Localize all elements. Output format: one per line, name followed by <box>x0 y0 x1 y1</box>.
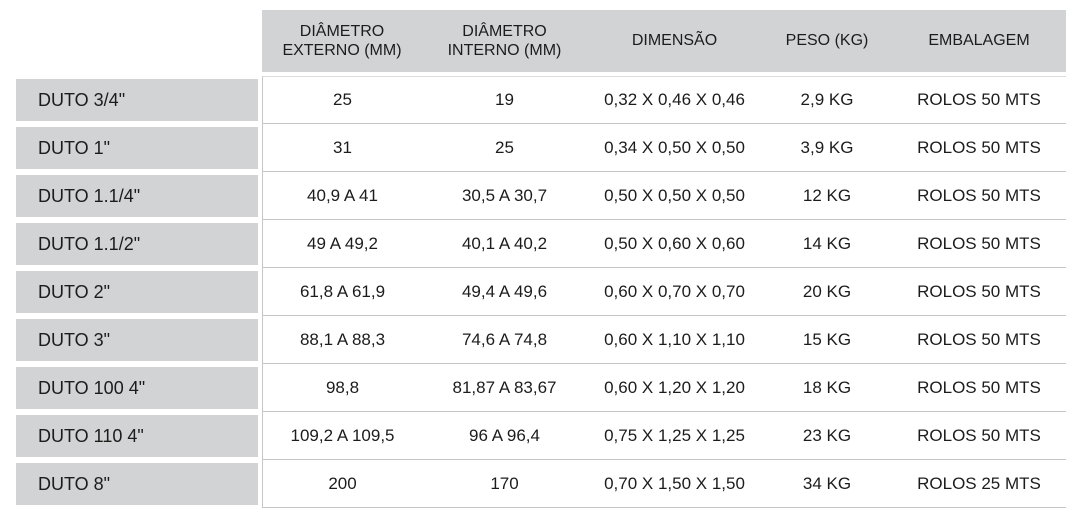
row-label-cell: DUTO 100 4" <box>16 364 258 412</box>
cell-peso: 18 KG <box>762 364 892 412</box>
cell-embalagem: ROLOS 50 MTS <box>892 412 1066 460</box>
cell-peso: 15 KG <box>762 316 892 364</box>
row-label-cell: DUTO 1" <box>16 124 258 172</box>
cell-embalagem: ROLOS 50 MTS <box>892 316 1066 364</box>
cell-diametro-externo: 40,9 A 41 <box>262 172 422 220</box>
table-row: DUTO 1" 31 25 0,34 X 0,50 X 0,50 3,9 KG … <box>16 124 1066 172</box>
cell-dimensao: 0,60 X 1,20 X 1,20 <box>587 364 762 412</box>
cell-peso: 12 KG <box>762 172 892 220</box>
cell-embalagem: ROLOS 50 MTS <box>892 76 1066 124</box>
cell-peso: 23 KG <box>762 412 892 460</box>
cell-embalagem: ROLOS 50 MTS <box>892 220 1066 268</box>
cell-peso: 3,9 KG <box>762 124 892 172</box>
row-label-cell: DUTO 8" <box>16 460 258 508</box>
cell-diametro-externo: 61,8 A 61,9 <box>262 268 422 316</box>
cell-diametro-interno: 49,4 A 49,6 <box>422 268 587 316</box>
cell-embalagem: ROLOS 25 MTS <box>892 460 1066 508</box>
cell-peso: 20 KG <box>762 268 892 316</box>
cell-diametro-interno: 40,1 A 40,2 <box>422 220 587 268</box>
table-row: DUTO 8" 200 170 0,70 X 1,50 X 1,50 34 KG… <box>16 460 1066 508</box>
cell-dimensao: 0,75 X 1,25 X 1,25 <box>587 412 762 460</box>
cell-dimensao: 0,70 X 1,50 X 1,50 <box>587 460 762 508</box>
cell-diametro-interno: 74,6 A 74,8 <box>422 316 587 364</box>
cell-dimensao: 0,60 X 0,70 X 0,70 <box>587 268 762 316</box>
cell-diametro-externo: 98,8 <box>262 364 422 412</box>
row-label-cell: DUTO 3/4" <box>16 76 258 124</box>
table-row: DUTO 110 4" 109,2 A 109,5 96 A 96,4 0,75… <box>16 412 1066 460</box>
cell-dimensao: 0,50 X 0,50 X 0,50 <box>587 172 762 220</box>
row-label-cell: DUTO 1.1/4" <box>16 172 258 220</box>
row-label-cell: DUTO 2" <box>16 268 258 316</box>
table-body: DUTO 3/4" 25 19 0,32 X 0,46 X 0,46 2,9 K… <box>16 76 1066 508</box>
cell-dimensao: 0,50 X 0,60 X 0,60 <box>587 220 762 268</box>
cell-diametro-interno: 81,87 A 83,67 <box>422 364 587 412</box>
table-row: DUTO 3" 88,1 A 88,3 74,6 A 74,8 0,60 X 1… <box>16 316 1066 364</box>
column-header-diametro-interno: DIÂMETRO INTERNO (MM) <box>447 22 562 59</box>
cell-diametro-externo: 25 <box>262 76 422 124</box>
table-row: DUTO 100 4" 98,8 81,87 A 83,67 0,60 X 1,… <box>16 364 1066 412</box>
cell-diametro-externo: 109,2 A 109,5 <box>262 412 422 460</box>
row-label-cell: DUTO 3" <box>16 316 258 364</box>
cell-embalagem: ROLOS 50 MTS <box>892 172 1066 220</box>
cell-diametro-interno: 170 <box>422 460 587 508</box>
cell-peso: 34 KG <box>762 460 892 508</box>
cell-embalagem: ROLOS 50 MTS <box>892 268 1066 316</box>
cell-diametro-externo: 31 <box>262 124 422 172</box>
column-header-diametro-externo: DIÂMETRO EXTERNO (MM) <box>282 22 402 59</box>
row-label-cell: DUTO 1.1/2" <box>16 220 258 268</box>
cell-diametro-externo: 49 A 49,2 <box>262 220 422 268</box>
cell-embalagem: ROLOS 50 MTS <box>892 124 1066 172</box>
table-row: DUTO 1.1/4" 40,9 A 41 30,5 A 30,7 0,50 X… <box>16 172 1066 220</box>
cell-diametro-externo: 88,1 A 88,3 <box>262 316 422 364</box>
table-header-row: DIÂMETRO EXTERNO (MM) DIÂMETRO INTERNO (… <box>262 10 1066 72</box>
row-label-cell: DUTO 110 4" <box>16 412 258 460</box>
column-header-peso: PESO (KG) <box>785 32 869 50</box>
cell-diametro-interno: 19 <box>422 76 587 124</box>
cell-embalagem: ROLOS 50 MTS <box>892 364 1066 412</box>
cell-dimensao: 0,60 X 1,10 X 1,10 <box>587 316 762 364</box>
cell-diametro-interno: 96 A 96,4 <box>422 412 587 460</box>
cell-diametro-interno: 30,5 A 30,7 <box>422 172 587 220</box>
table-row: DUTO 2" 61,8 A 61,9 49,4 A 49,6 0,60 X 0… <box>16 268 1066 316</box>
cell-diametro-externo: 200 <box>262 460 422 508</box>
table-row: DUTO 1.1/2" 49 A 49,2 40,1 A 40,2 0,50 X… <box>16 220 1066 268</box>
cell-diametro-interno: 25 <box>422 124 587 172</box>
cell-dimensao: 0,32 X 0,46 X 0,46 <box>587 76 762 124</box>
cell-peso: 2,9 KG <box>762 76 892 124</box>
cell-peso: 14 KG <box>762 220 892 268</box>
column-header-embalagem: EMBALAGEM <box>928 32 1030 50</box>
column-header-dimensao: DIMENSÃO <box>631 32 718 50</box>
table-row: DUTO 3/4" 25 19 0,32 X 0,46 X 0,46 2,9 K… <box>16 76 1066 124</box>
cell-dimensao: 0,34 X 0,50 X 0,50 <box>587 124 762 172</box>
